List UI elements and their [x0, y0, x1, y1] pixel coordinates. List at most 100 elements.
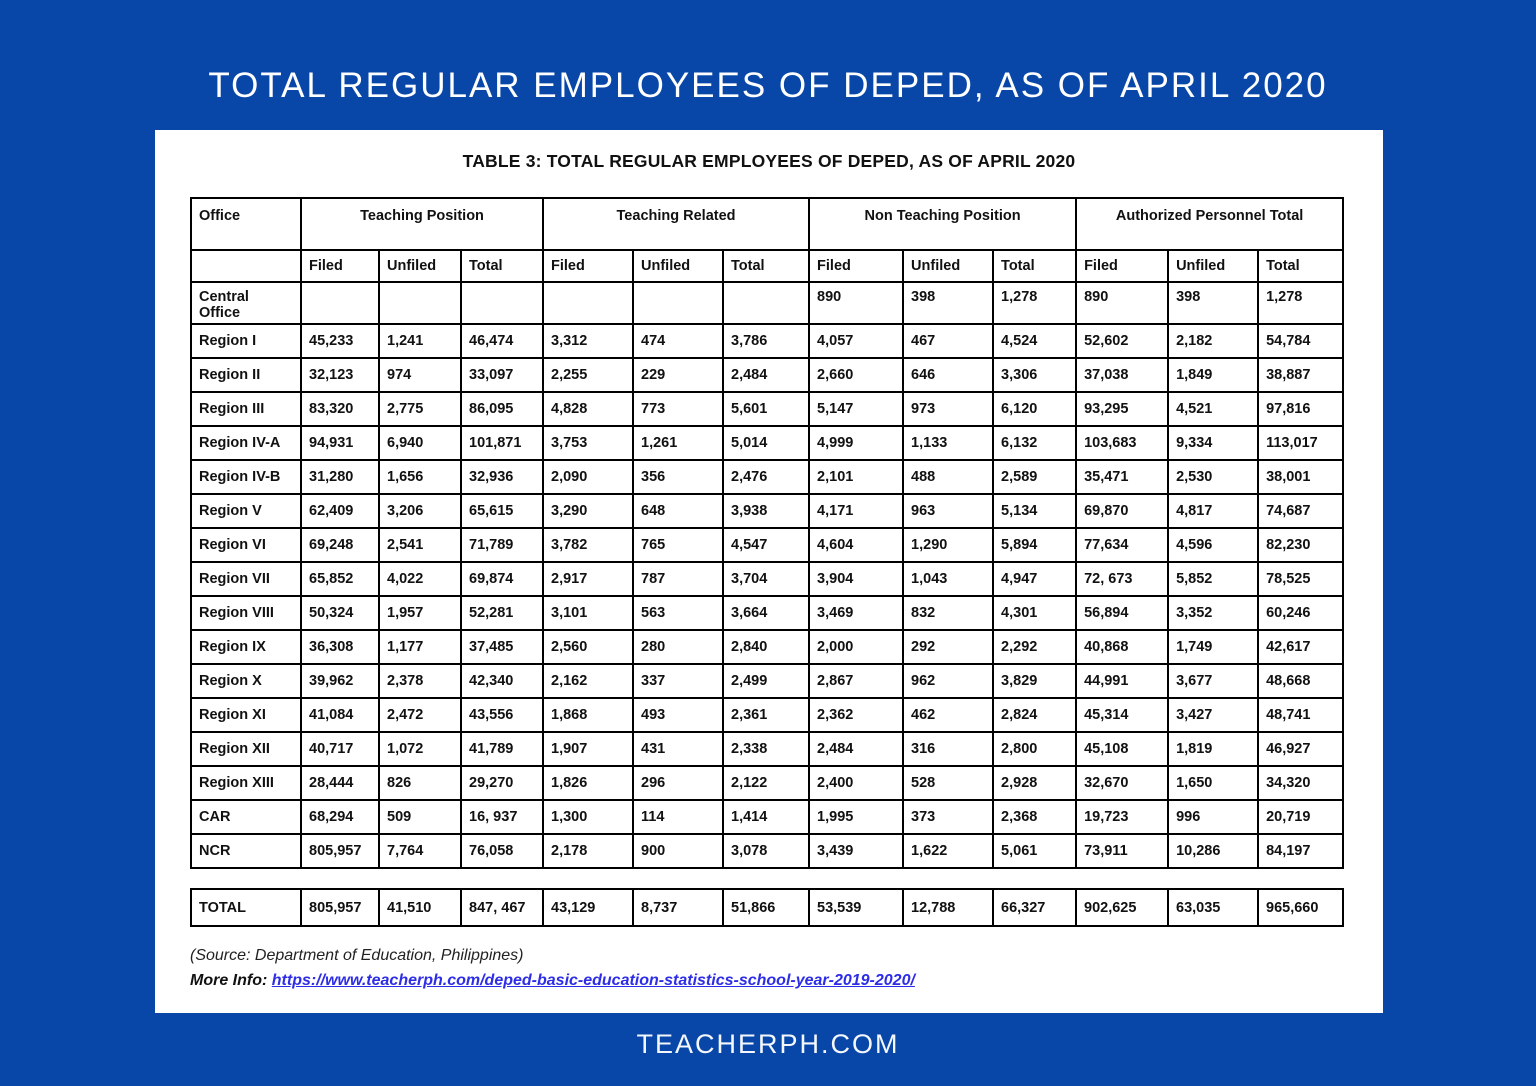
group-header-teaching-position: Teaching Position — [299, 197, 545, 251]
value-cell: 973 — [902, 391, 995, 427]
value-cell: 3,938 — [722, 493, 811, 529]
value-cell: 2,499 — [722, 663, 811, 699]
value-cell: 4,828 — [542, 391, 635, 427]
value-cell: 52,281 — [459, 595, 545, 631]
value-cell: 60,246 — [1257, 595, 1345, 631]
value-cell: 2,472 — [378, 697, 462, 733]
office-cell: Region IX — [190, 629, 302, 665]
value-cell: 69,248 — [300, 527, 380, 563]
office-cell: Region II — [190, 357, 302, 393]
more-info-link[interactable]: https://www.teacherph.com/deped-basic-ed… — [271, 972, 915, 989]
value-cell: 2,292 — [992, 629, 1078, 665]
subheader-cell: Filed — [542, 249, 635, 283]
value-cell: 19,723 — [1075, 799, 1170, 835]
value-cell: 4,596 — [1167, 527, 1260, 563]
value-cell: 826 — [378, 765, 462, 801]
value-cell: 1,300 — [542, 799, 635, 835]
table-title: TABLE 3: TOTAL REGULAR EMPLOYEES OF DEPE… — [462, 151, 1076, 171]
value-cell: 2,530 — [1167, 459, 1260, 495]
value-cell: 1,957 — [378, 595, 462, 631]
value-cell: 76,058 — [459, 833, 545, 869]
office-cell: Region XIII — [190, 765, 302, 801]
value-cell: 94,931 — [300, 425, 380, 461]
subheader-cell: Filed — [808, 249, 905, 283]
value-cell: 1,278 — [1257, 281, 1345, 325]
value-cell: 66,327 — [992, 888, 1077, 927]
table-row: Region IV-B 31,280 1,656 32,936 2,090 356 2,47… — [190, 459, 1345, 495]
value-cell: 2,484 — [808, 731, 905, 767]
value-cell: 1,278 — [992, 281, 1078, 325]
value-cell: 42,340 — [459, 663, 545, 699]
value-cell: 45,314 — [1075, 697, 1170, 733]
value-cell: 4,171 — [808, 493, 905, 529]
value-cell: 65,615 — [459, 493, 545, 529]
value-cell: 4,604 — [808, 527, 905, 563]
value-cell: 1,995 — [808, 799, 905, 835]
value-cell: 3,664 — [722, 595, 811, 631]
value-cell: 72, 673 — [1075, 561, 1170, 597]
subheader-cell: Unfiled — [378, 249, 462, 283]
subheader-cell: Unfiled — [902, 249, 995, 283]
value-cell: 68,294 — [300, 799, 380, 835]
value-cell: 44,991 — [1075, 663, 1170, 699]
value-cell: 2,101 — [808, 459, 905, 495]
table-row: Region VIII 50,324 1,957 52,281 3,101 563 3,66… — [190, 595, 1345, 631]
value-cell: 965,660 — [1257, 888, 1344, 927]
value-cell: 474 — [632, 323, 725, 359]
value-cell: 2,840 — [722, 629, 811, 665]
value-cell: 280 — [632, 629, 725, 665]
value-cell: 229 — [632, 357, 725, 393]
value-cell: 5,134 — [992, 493, 1078, 529]
value-cell: 646 — [902, 357, 995, 393]
value-cell: 36,308 — [300, 629, 380, 665]
value-cell: 1,849 — [1167, 357, 1260, 393]
value-cell: 493 — [632, 697, 725, 733]
value-cell: 1,072 — [378, 731, 462, 767]
value-cell — [632, 281, 725, 325]
value-cell: 45,108 — [1075, 731, 1170, 767]
value-cell: 2,362 — [808, 697, 905, 733]
table-row: Region XI 41,084 2,472 43,556 1,868 493 2,361 2… — [190, 697, 1345, 733]
value-cell: 73,911 — [1075, 833, 1170, 869]
value-cell: 2,378 — [378, 663, 462, 699]
value-cell: 46,927 — [1257, 731, 1345, 767]
value-cell: 29,270 — [459, 765, 545, 801]
value-cell: 3,206 — [378, 493, 462, 529]
value-cell: 962 — [902, 663, 995, 699]
value-cell: 462 — [902, 697, 995, 733]
value-cell: 2,000 — [808, 629, 905, 665]
table-row: Region IX 36,308 1,177 37,485 2,560 280 2,840 2… — [190, 629, 1345, 665]
office-cell: Region I — [190, 323, 302, 359]
value-cell: 4,521 — [1167, 391, 1260, 427]
value-cell: 35,471 — [1075, 459, 1170, 495]
value-cell: 2,178 — [542, 833, 635, 869]
value-cell: 3,101 — [542, 595, 635, 631]
value-cell: 1,261 — [632, 425, 725, 461]
value-cell: 1,868 — [542, 697, 635, 733]
value-cell: 773 — [632, 391, 725, 427]
table-row: Region IV-A 94,931 6,940 101,871 3,753 1,261 5… — [190, 425, 1345, 461]
value-cell: 2,162 — [542, 663, 635, 699]
value-cell: 3,829 — [992, 663, 1078, 699]
value-cell: 787 — [632, 561, 725, 597]
value-cell: 847, 467 — [460, 888, 544, 927]
value-cell: 902,625 — [1075, 888, 1169, 927]
value-cell: 4,022 — [378, 561, 462, 597]
value-cell: 37,485 — [459, 629, 545, 665]
office-cell: TOTAL — [190, 888, 302, 927]
value-cell: 48,668 — [1257, 663, 1345, 699]
value-cell: 528 — [902, 765, 995, 801]
value-cell: 2,484 — [722, 357, 811, 393]
office-cell: CAR — [190, 799, 302, 835]
value-cell: 1,177 — [378, 629, 462, 665]
value-cell: 509 — [378, 799, 462, 835]
value-cell: 398 — [1167, 281, 1260, 325]
value-cell: 6,940 — [378, 425, 462, 461]
value-cell: 39,962 — [300, 663, 380, 699]
value-cell: 65,852 — [300, 561, 380, 597]
value-cell: 63,035 — [1167, 888, 1259, 927]
value-cell: 2,090 — [542, 459, 635, 495]
value-cell: 41,084 — [300, 697, 380, 733]
value-cell — [722, 281, 811, 325]
office-cell: Region VI — [190, 527, 302, 563]
